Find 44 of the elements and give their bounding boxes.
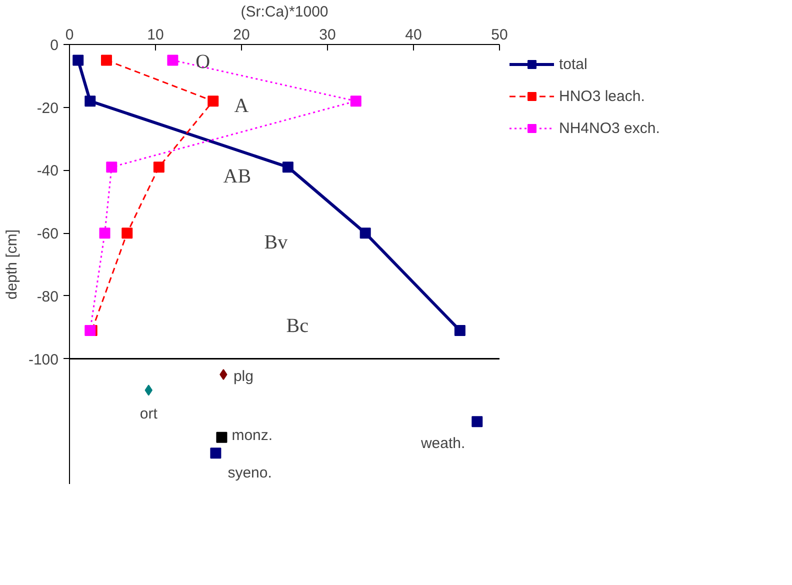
point [167,54,178,66]
point [454,325,466,336]
point [72,54,84,66]
point [153,162,164,173]
legend-label: HNO3 leach. [559,88,645,104]
y-tick-label: -60 [36,226,59,243]
annotation: O [196,51,210,74]
point [106,162,118,173]
point [220,369,228,380]
x-tick-label: 10 [147,26,164,44]
x-tick-label: 20 [233,26,250,44]
x-tick-label: 0 [65,26,74,44]
point [210,448,222,459]
point [122,228,133,239]
point [99,228,110,239]
series-label: weath. [420,435,466,452]
point [472,416,483,428]
series-label: plg [233,368,254,385]
y-tick-label: -80 [36,288,59,306]
point [282,162,294,173]
annotation: A [234,95,250,118]
y-tick-label: 0 [50,37,58,54]
point [350,96,362,107]
y-axis-title: depth [cm] [3,229,20,300]
annotation: Bv [264,232,288,254]
annotation: AB [223,166,252,188]
x-axis-title: (Sr:Ca)*1000 [240,4,328,20]
annotation: Bc [286,315,309,338]
x-tick-label: 50 [491,26,508,44]
point [100,54,112,66]
legend-label: total [559,56,588,72]
y-tick-label: -100 [28,351,59,368]
y-tick-label: -20 [36,100,59,117]
series-label: ort [140,406,158,423]
x-tick-label: 40 [405,26,422,44]
series-label: monz. [232,426,273,444]
series-label: syeno. [228,464,272,482]
x-tick-label: 30 [319,26,336,44]
y-tick-label: -40 [36,162,59,180]
legend-label: NH4NO3 exch. [559,120,660,136]
point [208,96,219,107]
point [216,432,228,443]
point [360,228,371,239]
point [84,96,96,107]
